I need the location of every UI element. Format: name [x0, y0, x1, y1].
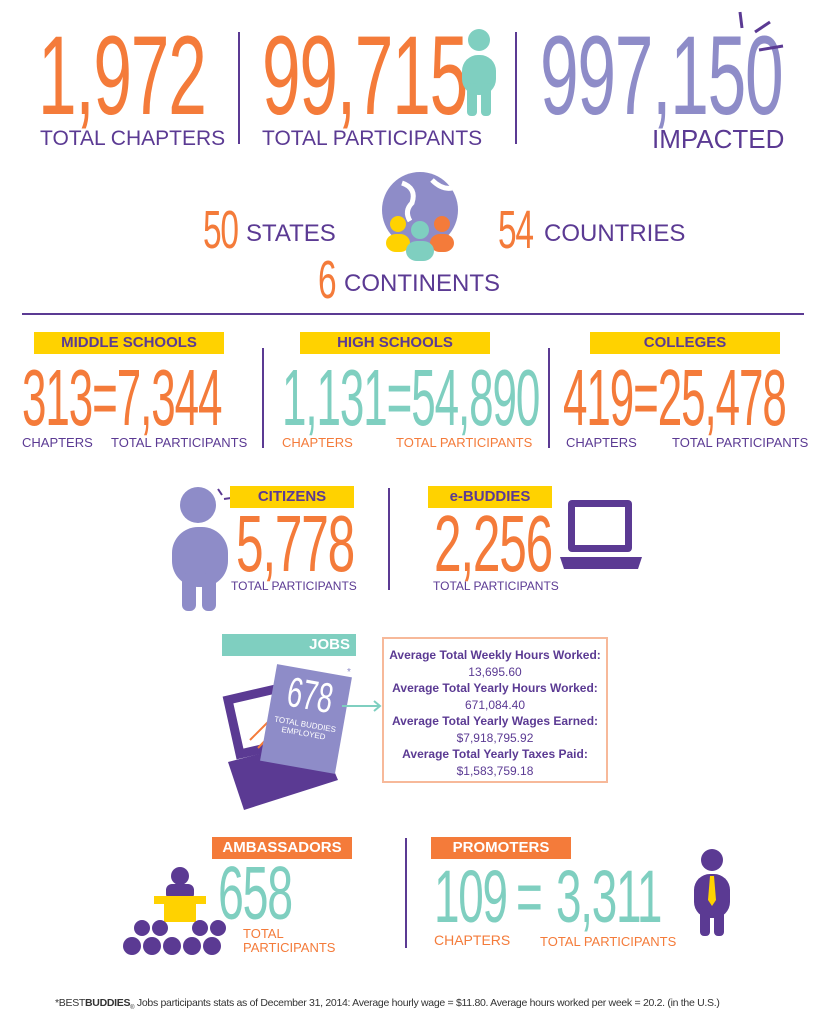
citizens-value: 5,778: [236, 499, 355, 588]
countries-label: COUNTRIES: [544, 220, 686, 247]
equals-sign: =: [386, 353, 413, 442]
total-participants-label: TOTAL PARTICIPANTS: [262, 127, 483, 150]
jobs-stats-box: Average Total Weekly Hours Worked: 13,69…: [382, 637, 608, 783]
divider: [238, 32, 240, 144]
footnote-reg: ®: [130, 1005, 135, 1012]
ebuddies-value: 2,256: [434, 499, 553, 588]
colleges-participants: 25,478: [657, 353, 787, 442]
total-participants-value: 99,715: [262, 13, 468, 138]
globe-people-icon: [382, 172, 458, 261]
weekly-hours-value: 13,695.60: [468, 664, 522, 679]
citizens-label: TOTAL PARTICIPANTS: [231, 579, 357, 593]
middle-schools-equation: 313 = 7,344: [22, 353, 223, 442]
equals-sign: =: [92, 353, 118, 442]
ambassadors-label-line1: TOTAL: [243, 926, 284, 941]
high-schools-ribbon: HIGH SCHOOLS: [300, 332, 490, 354]
colleges-equation: 419 = 25,478: [563, 353, 787, 442]
middle-schools-chapters-label: CHAPTERS: [22, 435, 93, 450]
footnote-brand: BUDDIES: [85, 997, 131, 1009]
asterisk: *: [347, 667, 351, 678]
divider: [405, 838, 407, 948]
footnote: *BESTBUDDIES® Jobs participants stats as…: [55, 998, 720, 1011]
promoters-chapters: 109: [434, 855, 508, 938]
promoter-person-icon: [694, 849, 730, 936]
colleges-participants-label: TOTAL PARTICIPANTS: [672, 435, 809, 450]
high-schools-chapters-label: CHAPTERS: [282, 435, 353, 450]
middle-schools-ribbon: MIDDLE SCHOOLS: [34, 332, 224, 354]
ambassadors-label-line2: PARTICIPANTS: [243, 940, 336, 955]
audience-podium-icon: [123, 867, 226, 955]
laptop-icon: [560, 500, 642, 569]
divider: [262, 348, 264, 448]
yearly-wages-label: Average Total Yearly Wages Earned:: [391, 714, 599, 728]
colleges-ribbon: COLLEGES: [590, 332, 780, 354]
divider: [388, 488, 390, 590]
ebuddies-label: TOTAL PARTICIPANTS: [433, 579, 559, 593]
citizens-ribbon: CITIZENS: [230, 486, 354, 508]
citizen-person-icon: [172, 487, 232, 611]
employed-value: 678: [283, 667, 337, 722]
total-chapters-label: TOTAL CHAPTERS: [40, 127, 226, 150]
weekly-hours-label: Average Total Weekly Hours Worked:: [389, 648, 601, 662]
yearly-taxes-value: $1,583,759.18: [456, 763, 534, 778]
continents-value: 6: [318, 250, 337, 310]
total-chapters-value: 1,972: [38, 13, 207, 138]
ambassadors-ribbon: AMBASSADORS: [212, 837, 352, 859]
footnote-text: Jobs participants stats as of December 3…: [134, 997, 720, 1009]
impacted-value: 997,150: [540, 13, 784, 138]
divider: [548, 348, 550, 448]
countries-value: 54: [498, 200, 534, 260]
jobs-ribbon: JOBS: [222, 634, 356, 656]
high-schools-participants: 54,890: [411, 353, 540, 442]
states-label: STATES: [246, 220, 336, 247]
person-icon: [462, 29, 496, 116]
impact-burst-icon: [738, 11, 784, 52]
section-divider: [22, 313, 804, 315]
colleges-chapters-label: CHAPTERS: [566, 435, 637, 450]
promoters-participants: 3,311: [556, 855, 662, 938]
yearly-taxes-label: Average Total Yearly Taxes Paid:: [402, 747, 588, 761]
promoters-chapters-label: CHAPTERS: [434, 932, 511, 948]
colleges-chapters: 419: [563, 353, 634, 442]
high-schools-participants-label: TOTAL PARTICIPANTS: [396, 435, 533, 450]
footnote-prefix: *BEST: [55, 997, 86, 1009]
divider: [515, 32, 517, 144]
impacted-label: IMPACTED: [652, 124, 785, 154]
high-schools-equation: 1,131 = 54,890: [282, 353, 540, 442]
middle-schools-participants: 7,344: [116, 353, 223, 442]
promoters-ribbon: PROMOTERS: [431, 837, 571, 859]
continents-label: CONTINENTS: [344, 270, 500, 297]
equals-sign: =: [633, 353, 659, 442]
promoters-participants-label: TOTAL PARTICIPANTS: [540, 934, 677, 949]
ambassadors-value: 658: [218, 851, 293, 935]
states-value: 50: [203, 200, 239, 260]
middle-schools-participants-label: TOTAL PARTICIPANTS: [111, 435, 248, 450]
yearly-hours-value: 671,084.40: [464, 697, 526, 712]
middle-schools-chapters: 313: [22, 353, 93, 442]
yearly-wages-value: $7,918,795.92: [456, 730, 534, 745]
equals-sign: =: [516, 855, 543, 938]
arrow-icon: [342, 700, 382, 712]
yearly-hours-label: Average Total Yearly Hours Worked:: [392, 681, 598, 695]
high-schools-chapters: 1,131: [282, 353, 388, 442]
ebuddies-ribbon: e-BUDDIES: [428, 486, 552, 508]
